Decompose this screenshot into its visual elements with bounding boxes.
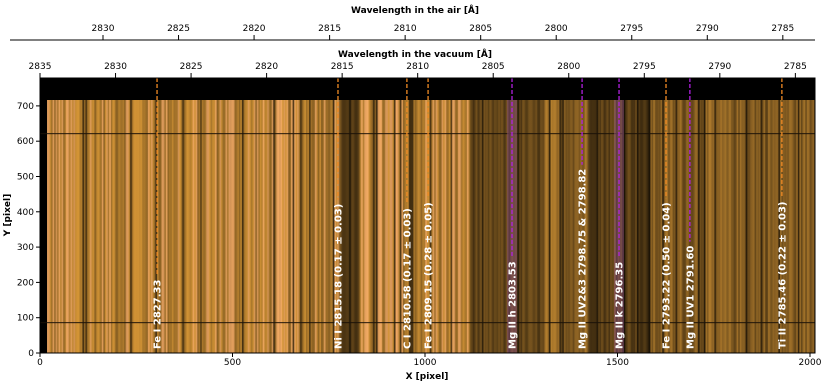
y-tick-label: 0: [28, 349, 34, 359]
wavelength-tick-label: 2815: [318, 24, 341, 34]
x-tick-label: 2000: [799, 358, 822, 368]
wavelength-tick-label: 2810: [394, 24, 417, 34]
y-axis-title: Y [pixel]: [3, 194, 13, 237]
plot-frame: [39, 77, 816, 354]
wavelength-tick-label: 2830: [104, 62, 127, 72]
line-label: Mg II UV2&3 2798.75 & 2798.82: [578, 169, 589, 349]
wavelength-tick-label: 2805: [482, 62, 505, 72]
y-tick-label: 300: [17, 243, 34, 253]
x-tick-label: 500: [224, 358, 241, 368]
line-label: Fe I 2793.22 (0.50 ± 0.04): [662, 202, 673, 349]
wavelength-tick-label: 2795: [620, 24, 643, 34]
wavelength-tick-label: 2815: [331, 62, 354, 72]
wavelength-tick-label: 2835: [29, 62, 52, 72]
wavelength-tick-label: 2810: [406, 62, 429, 72]
x-axis-title: X [pixel]: [406, 372, 449, 382]
air-axis-title: Wavelength in the air [Å]: [351, 5, 479, 16]
wavelength-tick-label: 2785: [771, 24, 794, 34]
x-tick-label: 1000: [414, 358, 437, 368]
wavelength-tick-label: 2790: [696, 24, 719, 34]
line-label: Mg II k 2796.35: [615, 262, 626, 349]
wavelength-tick-label: 2825: [180, 62, 203, 72]
wavelength-tick-label: 2825: [167, 24, 190, 34]
overlay: Fe I 2827.33 Ni I 2815.18 (0.17 ± 0.03) C …: [153, 78, 788, 349]
line-label: Ni I 2815.18 (0.17 ± 0.03): [333, 204, 344, 349]
line-label: Ti II 2785.46 (0.22 ± 0.03): [777, 201, 788, 349]
line-label: Fe I 2809.15 (0.28 ± 0.05): [424, 202, 435, 349]
wavelength-tick-label: 2800: [545, 24, 568, 34]
y-tick-label: 200: [17, 278, 34, 288]
wavelength-tick-label: 2820: [243, 24, 266, 34]
line-label: Fe I 2827.33: [153, 280, 164, 349]
wavelength-tick-label: 2805: [469, 24, 492, 34]
line-core: [507, 100, 517, 353]
y-tick-label: 100: [17, 314, 34, 324]
line-label: Mg II h 2803.53: [508, 261, 519, 349]
image-row: [40, 322, 815, 324]
image-border: [40, 78, 47, 353]
wavelength-tick-label: 2800: [557, 62, 580, 72]
vacuum-axis-title: Wavelength in the vacuum [Å]: [338, 49, 492, 60]
x-tick-label: 0: [37, 358, 43, 368]
wavelength-tick-label: 2820: [255, 62, 278, 72]
image-border: [40, 78, 815, 100]
y-tick-label: 600: [17, 137, 34, 147]
y-tick-label: 700: [17, 102, 34, 112]
line-label: C I 2810.58 (0.17 ± 0.03): [402, 208, 413, 349]
y-tick-label: 500: [17, 172, 34, 182]
y-tick-label: 400: [17, 208, 34, 218]
line-label: Mg II UV1 2791.60: [685, 246, 696, 349]
wavelength-tick-label: 2790: [708, 62, 731, 72]
wavelength-tick-label: 2830: [92, 24, 115, 34]
wavelength-tick-label: 2795: [633, 62, 656, 72]
x-tick-label: 1500: [606, 358, 629, 368]
line-core: [614, 100, 624, 353]
wavelength-tick-label: 2785: [784, 62, 807, 72]
